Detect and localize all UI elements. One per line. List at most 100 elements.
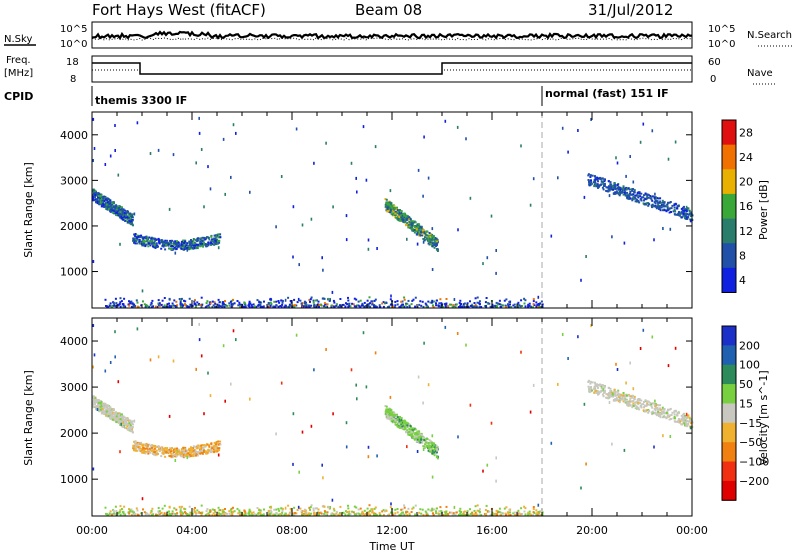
range-cell (188, 246, 191, 249)
range-cell (389, 416, 392, 418)
range-cell (407, 507, 410, 510)
range-cell (130, 424, 132, 427)
range-cell (237, 304, 240, 307)
range-cell (626, 401, 629, 404)
range-cell (111, 418, 114, 421)
range-cell (519, 513, 522, 516)
range-cell (517, 509, 520, 512)
range-cell (300, 510, 303, 513)
range-cell (158, 510, 161, 513)
range-cell (218, 241, 221, 244)
range-cell (118, 413, 121, 416)
range-cell (611, 235, 613, 239)
range-cell (296, 509, 299, 511)
range-cell (171, 239, 173, 242)
range-cell (680, 216, 683, 219)
range-cell (133, 511, 136, 514)
range-cell (270, 298, 273, 301)
range-cell (233, 510, 236, 513)
range-cell (212, 238, 215, 241)
range-cell (493, 304, 496, 307)
range-cell (629, 197, 632, 200)
range-cell (507, 514, 510, 517)
range-cell (275, 304, 278, 307)
range-cell (201, 444, 204, 447)
range-cell (403, 425, 406, 428)
range-cell (326, 303, 329, 306)
range-cell (300, 302, 303, 305)
range-cell (207, 241, 210, 244)
range-cell (431, 238, 434, 241)
range-cell (140, 304, 143, 307)
range-cell (363, 509, 366, 512)
range-cell (135, 447, 138, 450)
range-cell (210, 235, 213, 238)
range-cell (315, 513, 318, 516)
range-cell (433, 244, 436, 247)
range-cell (187, 513, 190, 516)
range-cell (385, 205, 388, 208)
range-cell (213, 301, 216, 304)
range-cell (436, 240, 439, 243)
range-cell (331, 290, 334, 294)
range-cell (168, 512, 171, 515)
range-cell (653, 238, 655, 242)
range-cell (530, 305, 533, 308)
range-cell (138, 446, 141, 449)
range-cell (622, 394, 625, 397)
range-cell (392, 416, 395, 419)
range-cell (471, 511, 474, 514)
range-cell (485, 305, 487, 307)
range-cell (654, 196, 657, 199)
range-cell (273, 508, 276, 511)
range-cell (651, 129, 654, 133)
range-cell (194, 513, 197, 516)
range-cell (410, 435, 413, 438)
range-cell (281, 303, 284, 306)
range-cell (396, 206, 398, 209)
range-cell (469, 508, 471, 511)
range-cell (104, 506, 107, 509)
range-cell (359, 507, 362, 510)
range-cell (642, 403, 645, 406)
range-cell (119, 211, 122, 214)
range-cell (168, 514, 171, 517)
range-cell (496, 303, 499, 306)
range-cell (105, 305, 108, 308)
range-cell (92, 197, 95, 200)
range-cell (495, 456, 497, 460)
range-cell (603, 183, 606, 186)
range-cell (143, 447, 146, 450)
range-cell (653, 196, 656, 199)
range-cell (127, 220, 129, 223)
range-cell (532, 306, 535, 309)
range-cell (230, 175, 232, 179)
range-cell (248, 305, 251, 308)
range-cell (373, 513, 376, 516)
range-cell (434, 237, 437, 239)
range-cell (424, 443, 427, 446)
range-cell (337, 513, 340, 516)
range-cell (140, 512, 143, 515)
range-cell (266, 513, 269, 516)
range-cell (431, 268, 434, 271)
range-cell (406, 513, 409, 516)
range-cell (498, 511, 501, 514)
range-cell (125, 220, 128, 223)
range-cell (347, 504, 349, 507)
range-cell (249, 190, 251, 194)
range-cell (144, 237, 147, 240)
range-cell (186, 247, 189, 249)
range-cell (99, 201, 102, 204)
range-cell (199, 245, 202, 248)
range-cell (502, 304, 505, 307)
range-cell (499, 511, 502, 514)
range-cell (619, 191, 622, 194)
range-cell (177, 448, 180, 451)
range-cell (247, 304, 250, 307)
range-cell (119, 207, 122, 210)
range-cell (115, 205, 118, 207)
range-cell (113, 304, 116, 307)
range-cell (454, 513, 457, 516)
range-cell (169, 447, 172, 450)
